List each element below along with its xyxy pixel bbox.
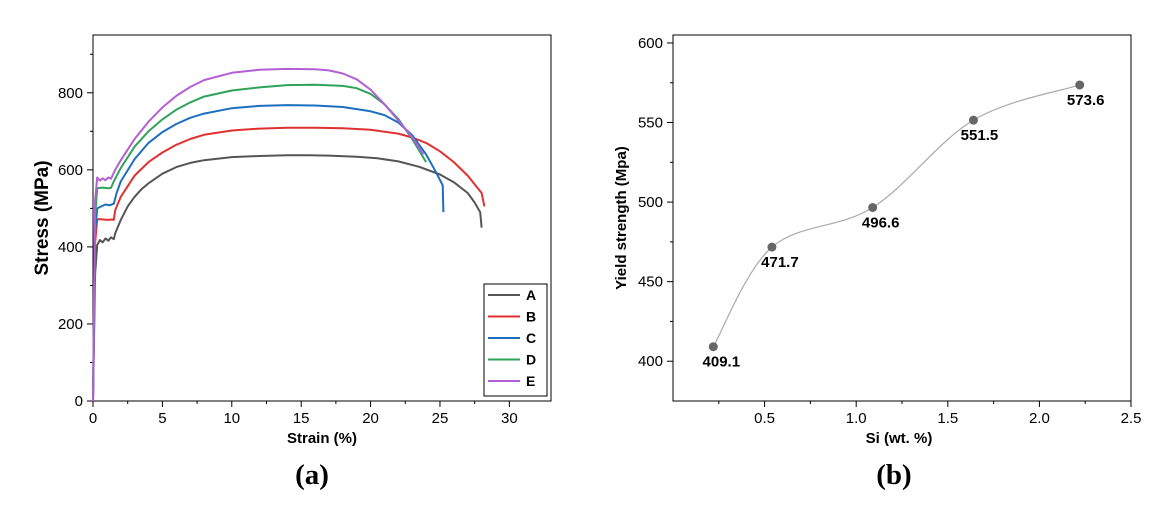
- data-label: 471.7: [761, 254, 799, 271]
- x-tick-label: 2.5: [1121, 410, 1142, 427]
- x-tick-label: 20: [362, 410, 379, 427]
- series-line-B: [92, 126, 486, 402]
- chart-b: 0.5 1.0 1.5 2.0 2.5 400 450 500 550 600 409.1 471…: [613, 34, 1142, 491]
- y-tick-label: 200: [58, 316, 83, 333]
- data-point: [767, 242, 777, 252]
- x-tick-label: 25: [432, 410, 449, 427]
- y-tick-label: 600: [58, 162, 83, 179]
- y-tick-label: 550: [638, 115, 663, 132]
- chart-b-panel-label: (b): [876, 459, 911, 491]
- data-label: 573.6: [1067, 92, 1105, 109]
- chart-a-frame: [92, 34, 552, 402]
- series-line-E: [92, 67, 425, 402]
- y-tick-label: 400: [58, 239, 83, 256]
- chart-b-plot-area: 409.1 471.7 496.6 551.5 573.6: [703, 80, 1105, 371]
- data-point: [708, 342, 718, 352]
- legend-label-E: E: [526, 373, 535, 389]
- series-line-D: [92, 83, 427, 402]
- y-tick-label: 0: [75, 393, 83, 410]
- legend-label-C: C: [526, 330, 536, 346]
- data-point: [868, 202, 878, 212]
- series-line-C: [92, 104, 445, 402]
- x-tick-label: 30: [501, 410, 518, 427]
- x-tick-label: 2.0: [1029, 410, 1050, 427]
- chart-b-x-axis-title: Si (wt. %): [866, 430, 933, 447]
- x-tick-label: 5: [158, 410, 166, 427]
- y-tick-label: 400: [638, 353, 663, 370]
- legend-label-D: D: [526, 352, 536, 368]
- y-tick-label: 800: [58, 85, 83, 102]
- chart-a-x-axis-title: Strain (%): [287, 430, 357, 447]
- x-tick-label: 1.5: [937, 410, 958, 427]
- chart-a-panel-label: (a): [295, 459, 329, 491]
- chart-b-y-axis-title: Yield strength (Mpa): [613, 146, 630, 290]
- x-tick-label: 0.5: [754, 410, 775, 427]
- data-point: [968, 115, 978, 125]
- y-tick-label: 600: [638, 35, 663, 52]
- data-point: [1075, 80, 1085, 90]
- y-tick-label: 450: [638, 274, 663, 291]
- data-label: 496.6: [862, 214, 900, 231]
- data-label: 551.5: [961, 127, 999, 144]
- chart-b-y-axis: 400 450 500 550 600: [638, 35, 673, 370]
- chart-b-x-axis: 0.5 1.0 1.5 2.0 2.5: [718, 401, 1142, 427]
- series-line-A: [92, 154, 483, 402]
- legend-label-A: A: [526, 287, 536, 303]
- x-tick-label: 1.0: [846, 410, 867, 427]
- data-label: 409.1: [703, 354, 741, 371]
- y-tick-label: 500: [638, 194, 663, 211]
- legend-label-B: B: [526, 309, 536, 325]
- chart-a-x-axis: 0 5 10 15 20 25 30: [89, 401, 518, 427]
- x-tick-label: 0: [89, 410, 97, 427]
- chart-a-y-axis-title: Stress (MPa): [32, 160, 53, 275]
- chart-a-legend-box: [483, 283, 548, 397]
- x-tick-label: 15: [293, 410, 310, 427]
- chart-a-plot-area: [92, 67, 486, 402]
- chart-a-y-axis: 0 200 400 600 800: [58, 53, 93, 410]
- x-tick-label: 10: [223, 410, 240, 427]
